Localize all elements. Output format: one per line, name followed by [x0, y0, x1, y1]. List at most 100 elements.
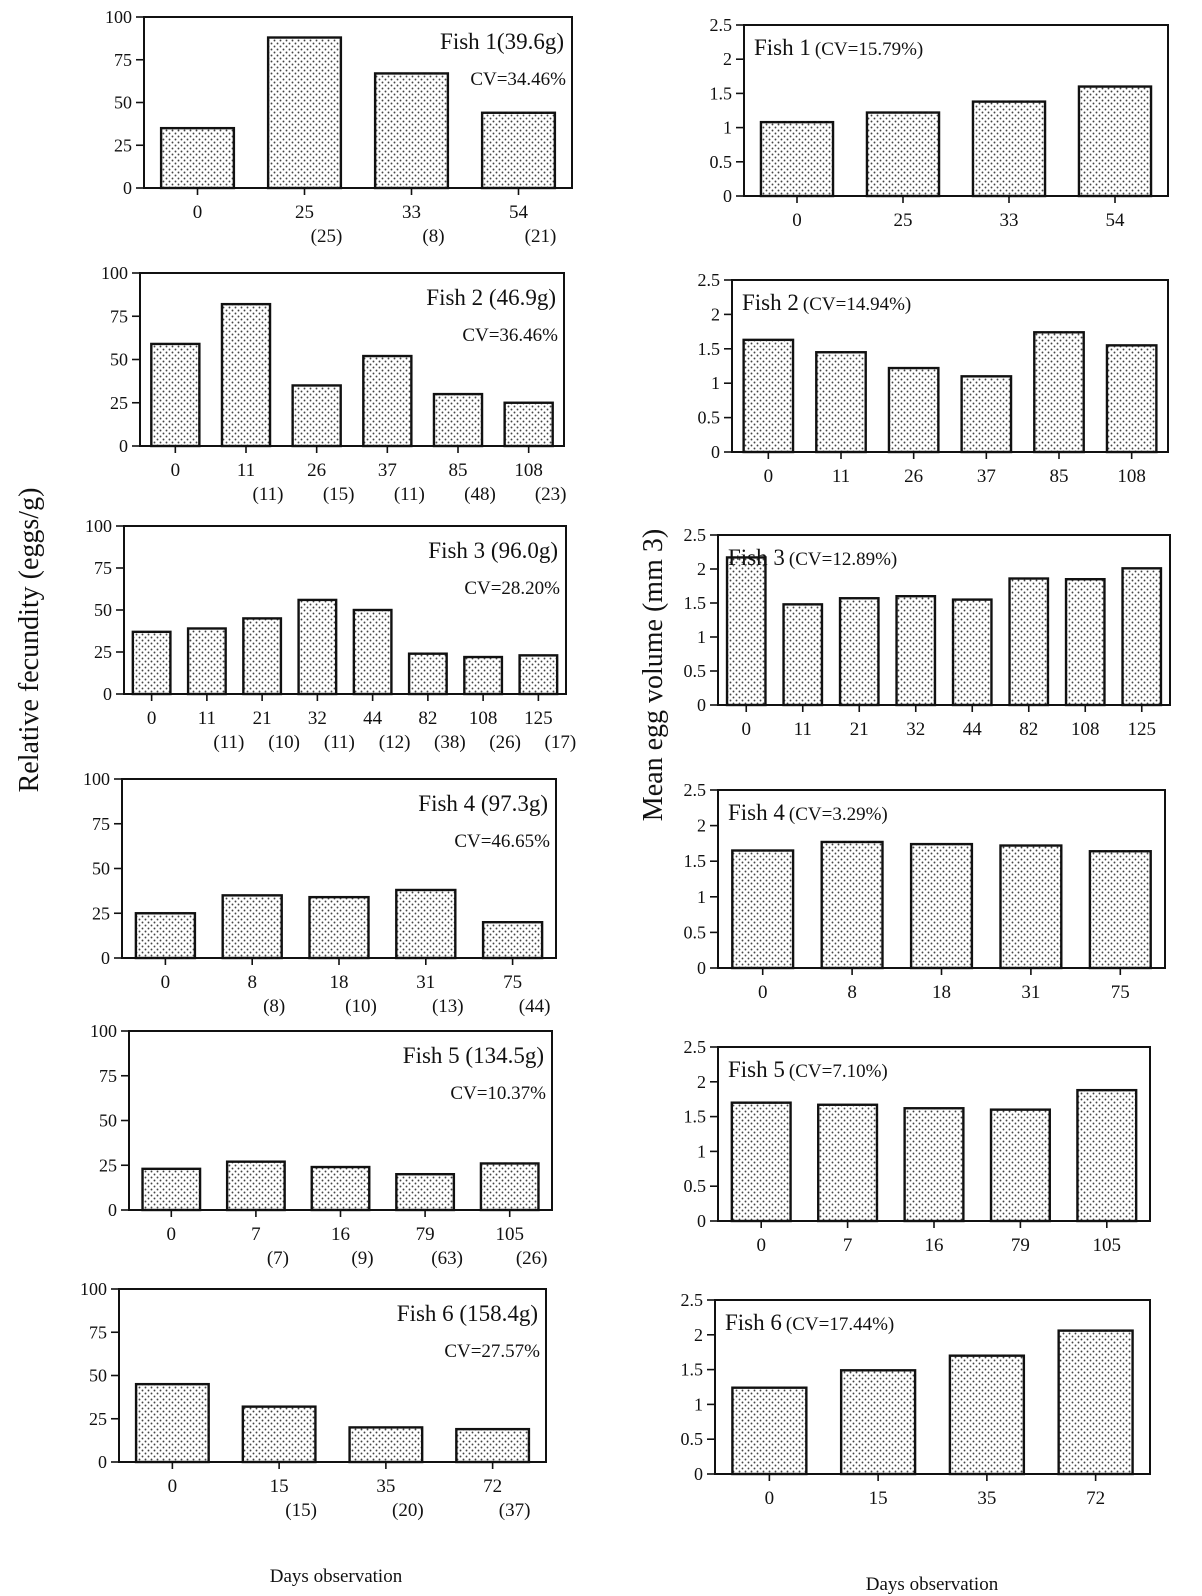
x-tick-label: 0	[171, 460, 181, 481]
bar	[817, 1103, 879, 1223]
fish-title: Fish 3 (96.0g)	[428, 538, 558, 563]
interval-label: (11)	[394, 484, 425, 505]
bar	[266, 36, 343, 190]
bar	[480, 111, 557, 190]
bar	[407, 652, 448, 696]
bar	[759, 120, 835, 198]
fish-title: Fish 5 (134.5g)	[403, 1043, 544, 1068]
y-tick-label: 25	[89, 1409, 107, 1429]
x-tick-label: 0	[758, 982, 768, 1003]
y-tick-label: 0	[697, 695, 706, 715]
fish-title: Fish 4 (97.3g)	[418, 791, 548, 816]
interval-label: (8)	[422, 226, 444, 247]
bar	[731, 849, 795, 970]
y-tick-label: 2	[697, 1072, 706, 1092]
x-tick-label: 125	[524, 708, 553, 729]
y-tick-label: 2	[697, 559, 706, 579]
bar	[373, 72, 450, 190]
interval-label: (26)	[516, 1248, 548, 1269]
x-tick-label: 32	[308, 708, 327, 729]
y-tick-label: 50	[89, 1366, 107, 1386]
y-tick-label: 25	[94, 642, 112, 662]
y-tick-label: 2	[694, 1325, 703, 1345]
bar	[518, 654, 559, 696]
bar	[395, 888, 457, 960]
bar	[225, 1160, 286, 1212]
interval-label: (25)	[311, 226, 343, 247]
plot-frame	[731, 279, 1169, 453]
x-tick-label: 7	[843, 1235, 853, 1256]
y-tick-label: 0	[103, 684, 112, 704]
egg-volume-panel-2: 0 0.5 1 1.5 2 2.5 0 11 26 37 85 108 Fish 2 (CV=14.94%…	[698, 270, 1169, 487]
bar	[730, 1101, 792, 1223]
x-tick-label: 82	[1019, 719, 1038, 740]
interval-label: (63)	[431, 1248, 463, 1269]
y-tick-label: 100	[85, 516, 112, 536]
bar	[731, 1386, 808, 1476]
x-tick-label: 16	[925, 1235, 944, 1256]
y-tick-label: 1	[723, 118, 732, 138]
bar	[903, 1107, 965, 1223]
y-tick-label: 50	[114, 93, 132, 113]
interval-label: (11)	[213, 732, 244, 753]
x-tick-label: 75	[503, 972, 522, 993]
egg-volume-panel-5: 0 0.5 1 1.5 2 2.5 0 7 16 79 105 Fish 5 (CV=7.10%)	[684, 1037, 1151, 1256]
interval-label: (8)	[263, 996, 285, 1017]
right-x-axis-title: Days observation	[866, 1574, 999, 1595]
interval-label: (48)	[464, 484, 496, 505]
bar	[159, 126, 236, 190]
plot-frame	[139, 272, 565, 447]
bar	[971, 100, 1047, 198]
bar	[463, 655, 504, 696]
cv-label: (CV=15.79%)	[815, 39, 923, 60]
interval-label: (13)	[432, 996, 464, 1017]
x-tick-label: 105	[495, 1224, 524, 1245]
bar	[1057, 1329, 1134, 1476]
y-tick-label: 1	[694, 1394, 703, 1414]
x-tick-label: 11	[198, 708, 216, 729]
interval-label: (20)	[392, 1500, 424, 1521]
bar	[887, 366, 940, 454]
x-tick-label: 35	[376, 1476, 395, 1497]
egg-volume-panel-3: 0 0.5 1 1.5 2 2.5 0 11 21 32 44 82 108 125 Fish 3 (CV=1…	[684, 525, 1171, 740]
x-tick-label: 33	[1000, 210, 1019, 231]
bar	[348, 1426, 424, 1464]
fecundity-panel-3: 0 25 50 75 100 0 11 (11) 21 (10) 32 (11) 44 (12) 82 (38…	[85, 516, 576, 753]
bar	[865, 111, 941, 198]
interval-label: (7)	[267, 1248, 289, 1269]
y-tick-label: 75	[92, 814, 110, 834]
interval-label: (26)	[489, 732, 521, 753]
fish-title: Fish 4	[728, 800, 785, 825]
x-tick-label: 108	[1071, 719, 1100, 740]
y-tick-label: 0	[694, 1464, 703, 1484]
x-tick-label: 0	[742, 719, 752, 740]
bar	[895, 595, 937, 707]
bar	[432, 392, 484, 448]
x-tick-label: 0	[147, 708, 157, 729]
fish-title: Fish 3	[728, 545, 785, 570]
x-tick-label: 8	[247, 972, 257, 993]
cv-label: CV=28.20%	[464, 578, 560, 599]
y-tick-label: 1.5	[681, 1360, 704, 1380]
y-tick-label: 0.5	[684, 922, 707, 942]
interval-label: (23)	[535, 484, 567, 505]
y-tick-label: 0	[723, 186, 732, 206]
x-tick-label: 11	[832, 466, 850, 487]
x-tick-label: 0	[193, 202, 203, 223]
y-tick-label: 1.5	[684, 1107, 707, 1127]
y-tick-label: 2.5	[710, 15, 733, 35]
x-tick-label: 26	[307, 460, 326, 481]
interval-label: (10)	[268, 732, 300, 753]
y-tick-label: 1	[697, 627, 706, 647]
bar	[742, 338, 795, 454]
bar	[782, 603, 824, 707]
cv-label: (CV=14.94%)	[803, 294, 911, 315]
bar	[999, 844, 1063, 970]
y-tick-label: 100	[90, 1021, 117, 1041]
x-tick-label: 82	[418, 708, 437, 729]
bar	[1121, 567, 1163, 707]
x-tick-label: 108	[469, 708, 498, 729]
x-tick-label: 11	[794, 719, 812, 740]
bar	[838, 597, 880, 707]
bar	[481, 921, 544, 960]
